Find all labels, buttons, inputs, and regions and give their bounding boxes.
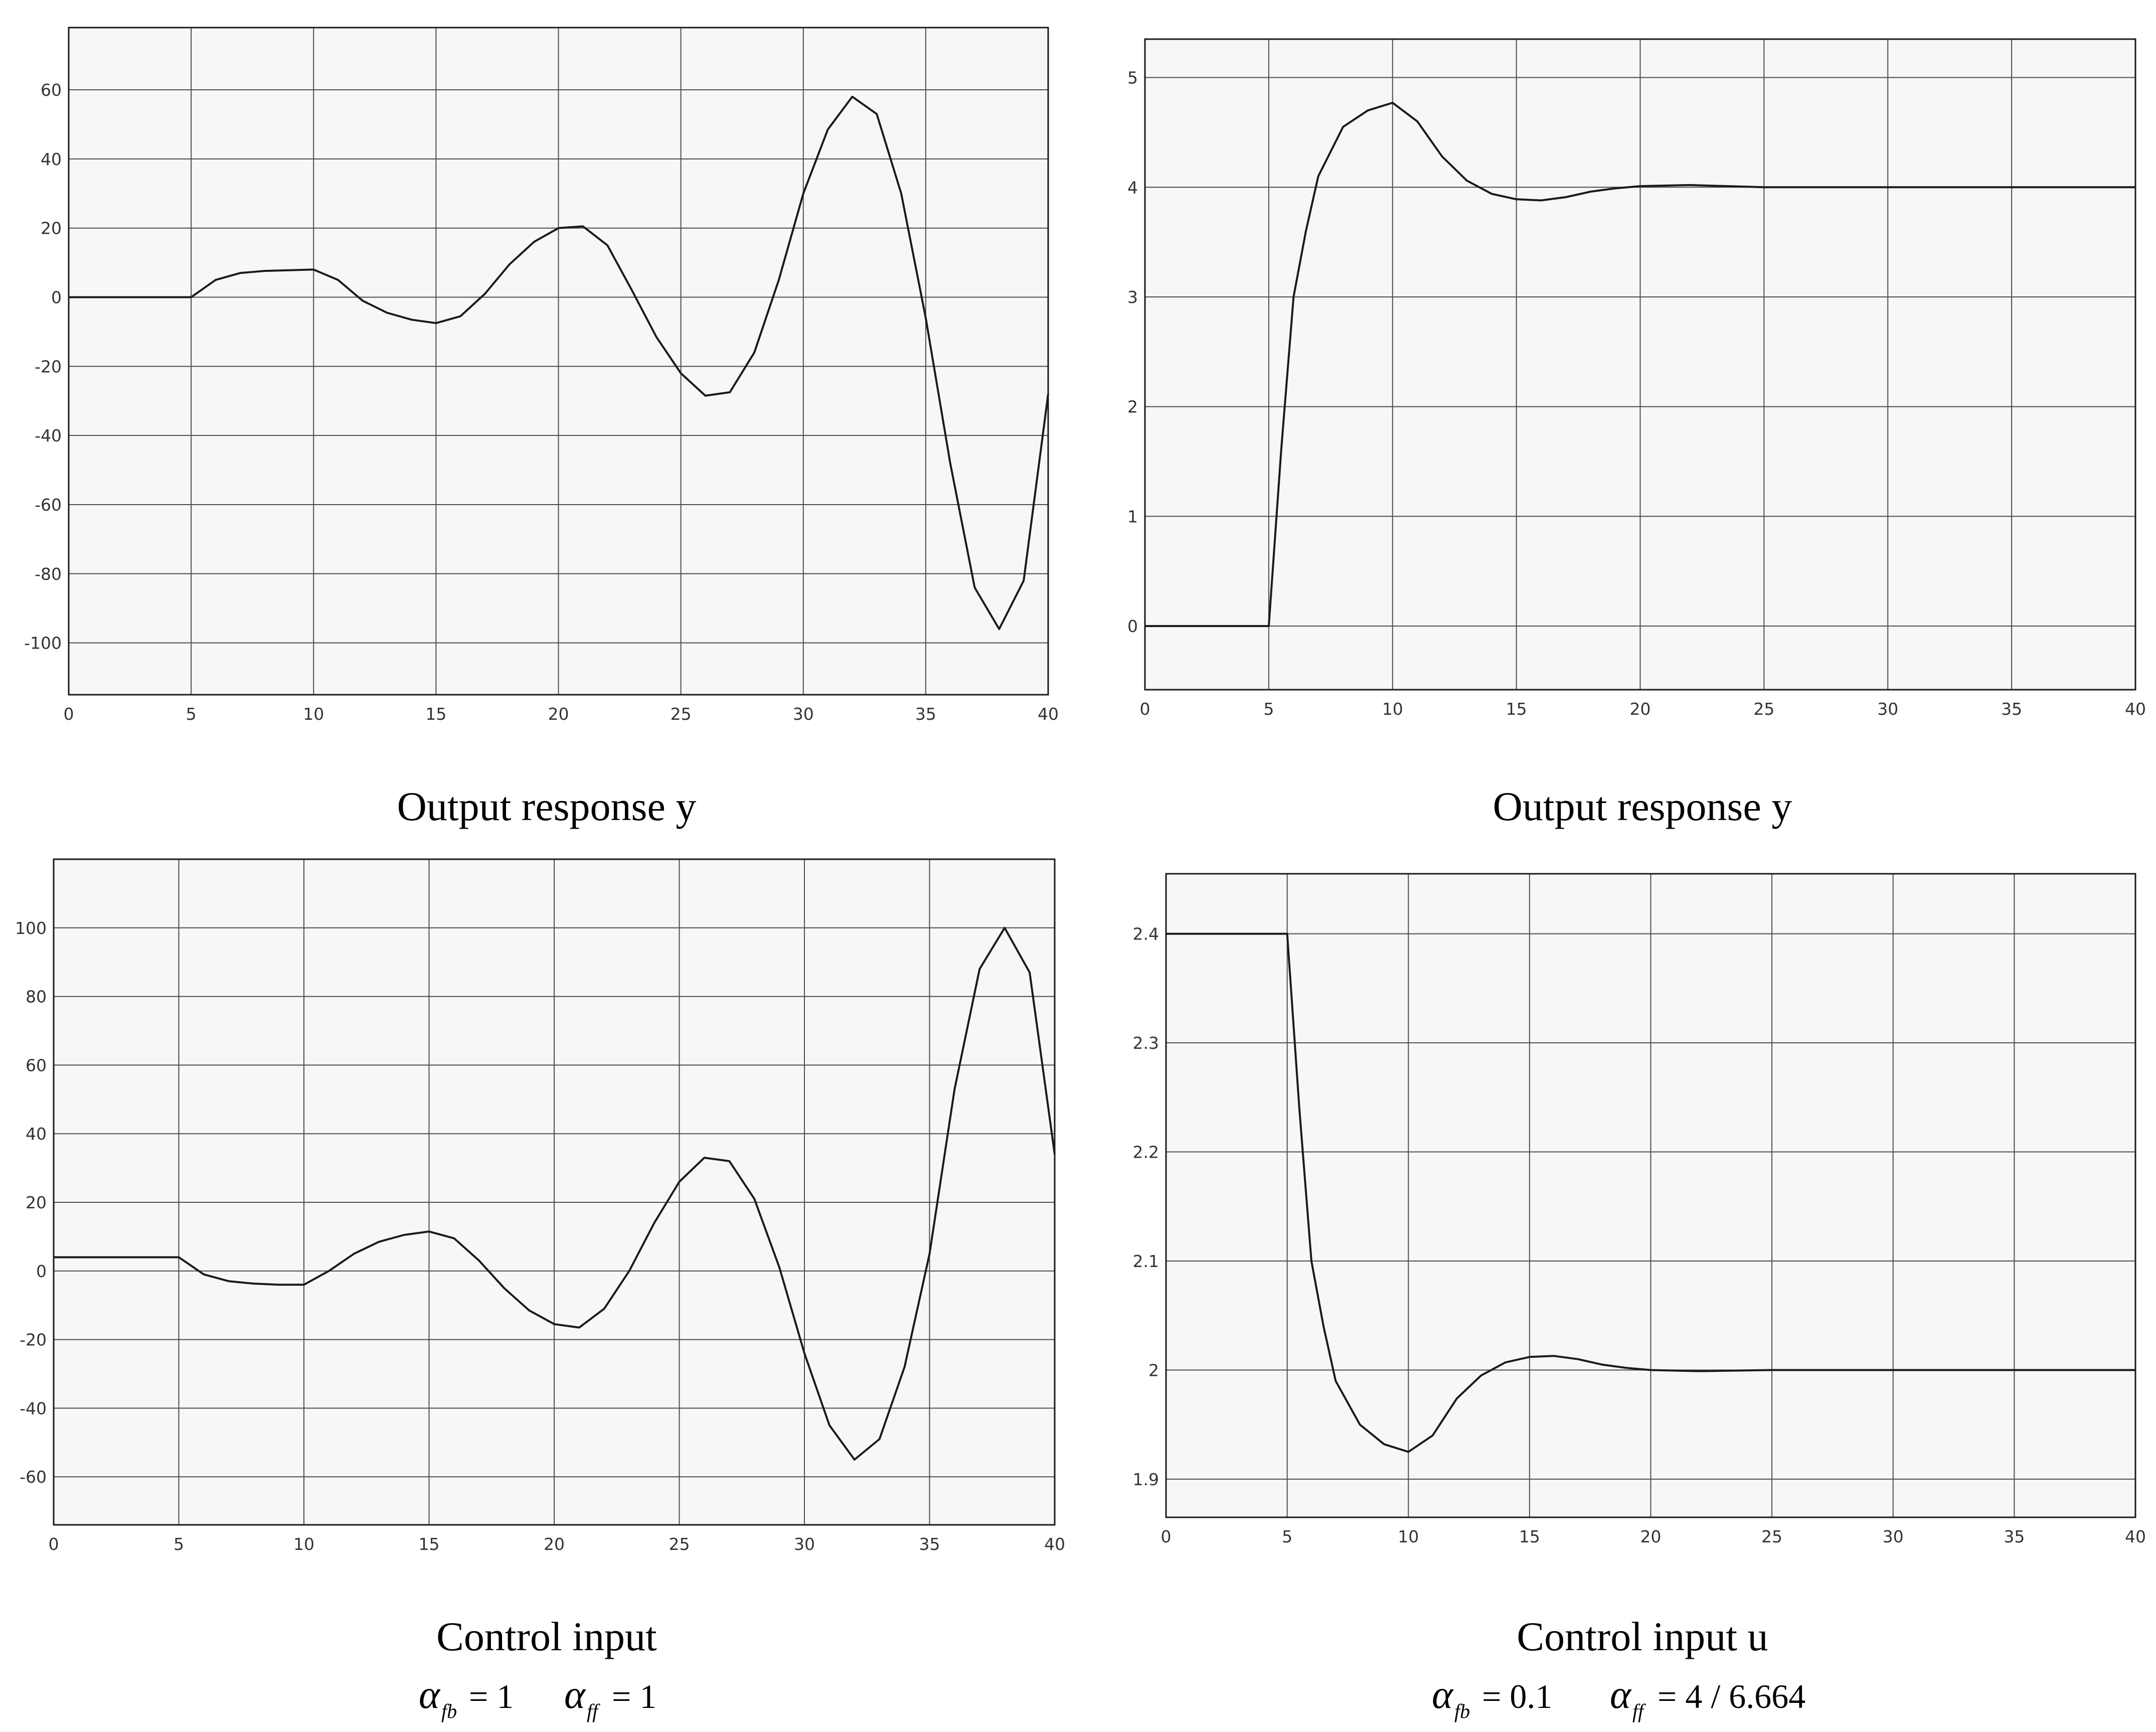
x-tick-label: 15: [1519, 1527, 1540, 1546]
chart-panel-top-right: 0 5 10 15 20 25 30 35 40 0 1 2 3 4 5: [1127, 38, 2146, 719]
x-tick-label: 40: [2125, 699, 2146, 719]
x-tick-label: 15: [419, 1534, 440, 1554]
plot-frame: [68, 27, 1049, 696]
x-tick-label: 0: [49, 1534, 59, 1554]
y-tick-label: 2.3: [1133, 1033, 1159, 1053]
y-tick-label: 40: [26, 1124, 47, 1144]
y-tick-label: 0: [1127, 616, 1138, 636]
y-tick-label: -40: [35, 426, 62, 445]
y-tick-label: 2.2: [1133, 1143, 1159, 1162]
plot-frame: [1144, 38, 2136, 691]
x-tick-label: 25: [1761, 1527, 1782, 1546]
x-tick-label: 30: [793, 704, 814, 724]
y-tick-label: 60: [41, 80, 62, 100]
x-tick-label: 40: [2125, 1527, 2146, 1546]
y-tick-label: -40: [20, 1398, 47, 1418]
alpha-params-bottom-left: α fb = 1 α ff = 1: [419, 1673, 656, 1722]
x-tick-label: 35: [915, 704, 936, 724]
x-tick-label: 15: [1506, 699, 1527, 719]
x-tick-label: 10: [293, 1534, 314, 1554]
chart-panel-bottom-left: 0 5 10 15 20 25 30 35 40 -60 -40 -20 0 20 40 60 80 100: [15, 858, 1065, 1554]
plot-frame: [1165, 873, 2136, 1518]
y-tick-label: 1: [1127, 507, 1138, 526]
x-tick-label: 35: [2001, 699, 2022, 719]
alpha-ff-symbol: α: [564, 1673, 586, 1717]
x-tick-label: 30: [794, 1534, 815, 1554]
x-tick-label: 40: [1038, 704, 1059, 724]
x-tick-label: 10: [303, 704, 324, 724]
alpha-ff-subscript: ff: [1632, 1700, 1646, 1722]
y-tick-label: 20: [41, 219, 62, 238]
y-tick-label: 2: [1148, 1360, 1159, 1380]
x-tick-label: 35: [2004, 1527, 2025, 1546]
y-tick-label: 1.9: [1133, 1470, 1159, 1489]
x-tick-label: 25: [669, 1534, 690, 1554]
x-tick-label: 20: [548, 704, 569, 724]
y-tick-label: -80: [35, 564, 62, 584]
x-tick-label: 10: [1382, 699, 1403, 719]
x-tick-label: 30: [1877, 699, 1898, 719]
y-tick-label: -100: [24, 634, 62, 653]
alpha-fb-subscript: fb: [1454, 1700, 1470, 1722]
y-tick-label: 0: [51, 288, 62, 307]
alpha-ff-value: = 1: [612, 1677, 656, 1715]
y-tick-label: -20: [35, 357, 62, 376]
y-tick-label: 100: [15, 918, 47, 938]
y-tick-label: 60: [26, 1055, 47, 1075]
x-tick-label: 5: [186, 704, 197, 724]
x-tick-label: 20: [1640, 1527, 1662, 1546]
y-tick-label: -60: [20, 1467, 47, 1487]
chart-panel-top-left: 0 5 10 15 20 25 30 35 40 -100 -80 -60 -40 -20 0 20 40 60: [24, 27, 1059, 724]
chart-panel-bottom-right: 0 5 10 15 20 25 30 35 40 1.9 2 2.1 2.2 2.3 2.4: [1133, 873, 2146, 1546]
y-tick-label: 0: [36, 1262, 47, 1281]
y-tick-label: 2: [1127, 397, 1138, 417]
x-tick-label: 15: [425, 704, 446, 724]
alpha-fb-value: = 1: [469, 1677, 514, 1715]
x-tick-label: 5: [1282, 1527, 1292, 1546]
alpha-ff-subscript: ff: [587, 1700, 600, 1722]
series-line: [69, 95, 1049, 631]
series-line: [1145, 101, 2135, 627]
x-tick-label: 25: [671, 704, 692, 724]
y-tick-label: 3: [1127, 287, 1138, 307]
y-tick-label: 5: [1127, 68, 1138, 88]
y-tick-label: -20: [20, 1330, 47, 1350]
series-line: [54, 926, 1056, 1461]
y-tick-label: 40: [41, 149, 62, 169]
x-tick-label: 0: [1161, 1527, 1172, 1546]
alpha-fb-subscript: fb: [441, 1700, 457, 1722]
x-tick-label: 40: [1044, 1534, 1065, 1554]
x-tick-label: 30: [1883, 1527, 1904, 1546]
series-line: [1166, 932, 2135, 1453]
alpha-params-bottom-right: α fb = 0.1 α ff = 4 / 6.664: [1432, 1673, 1805, 1722]
y-tick-label: 2.1: [1133, 1251, 1159, 1271]
y-tick-label: -60: [35, 495, 62, 515]
x-tick-label: 5: [174, 1534, 184, 1554]
x-tick-label: 25: [1753, 699, 1774, 719]
y-tick-label: 80: [26, 987, 47, 1007]
caption-top-right: Output response y: [1493, 783, 1792, 829]
alpha-fb-symbol: α: [1432, 1673, 1454, 1717]
x-tick-label: 20: [1630, 699, 1651, 719]
plot-frame: [53, 858, 1056, 1526]
x-tick-label: 0: [1140, 699, 1150, 719]
x-tick-label: 10: [1398, 1527, 1419, 1546]
x-tick-label: 5: [1263, 699, 1274, 719]
x-tick-label: 35: [919, 1534, 940, 1554]
caption-top-left: Output response y: [397, 783, 697, 829]
x-tick-label: 0: [64, 704, 74, 724]
alpha-ff-symbol: α: [1610, 1673, 1632, 1717]
caption-bottom-left: Control input: [436, 1614, 657, 1659]
y-tick-label: 2.4: [1133, 924, 1159, 944]
y-tick-label: 4: [1127, 178, 1138, 197]
x-tick-label: 20: [544, 1534, 565, 1554]
alpha-fb-symbol: α: [419, 1673, 441, 1717]
y-tick-label: 20: [26, 1193, 47, 1212]
caption-bottom-right: Control input u: [1517, 1614, 1768, 1659]
alpha-fb-value: = 0.1: [1482, 1677, 1552, 1715]
alpha-ff-value: = 4 / 6.664: [1657, 1677, 1805, 1715]
